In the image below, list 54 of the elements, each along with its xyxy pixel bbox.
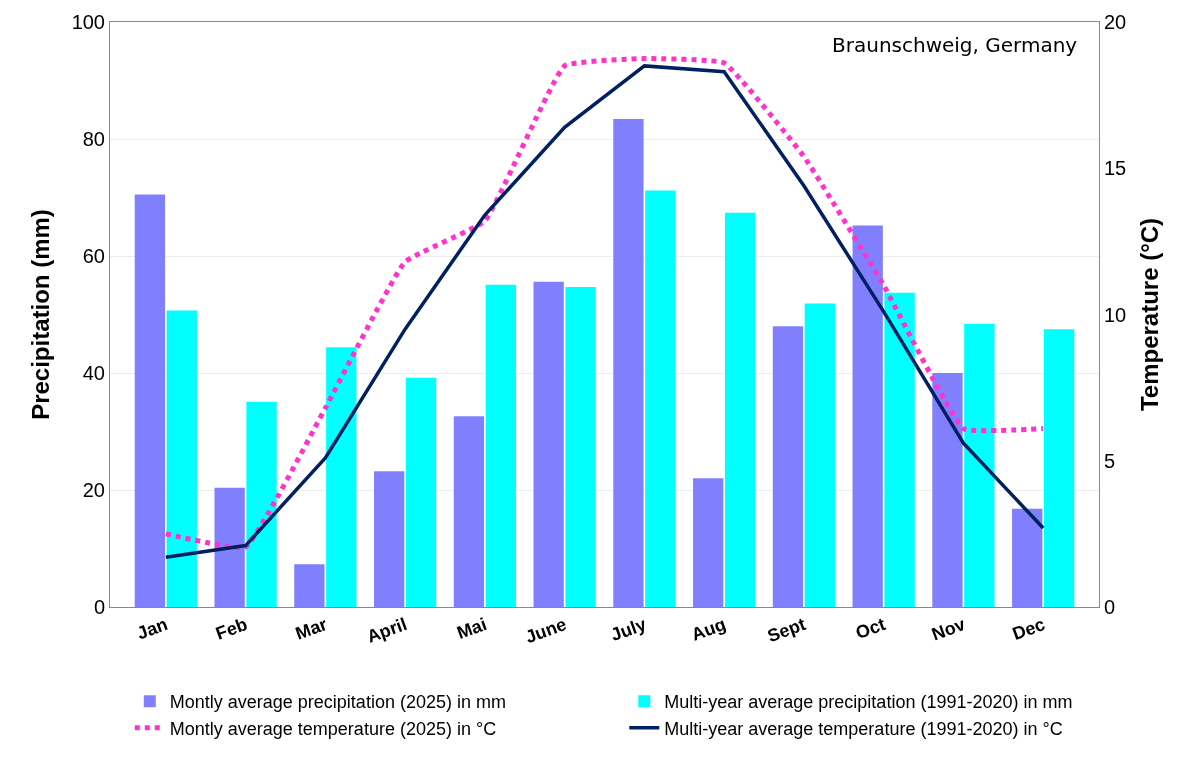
y-tick-label: 60 xyxy=(82,245,105,267)
y2-tick-label: 15 xyxy=(1104,157,1127,180)
bar xyxy=(214,487,245,607)
y-tick-label: 40 xyxy=(82,362,105,384)
bar xyxy=(374,471,405,607)
y2-tick-label: 10 xyxy=(1104,303,1127,326)
bar xyxy=(1043,329,1075,607)
y-tick-label: 100 xyxy=(71,11,105,33)
bar xyxy=(964,323,995,607)
y2-tick-label: 5 xyxy=(1104,449,1116,472)
y-tick-label: 80 xyxy=(82,128,105,150)
legend-label: Multi-year average precipitation (1991-2020) in mm xyxy=(664,692,1073,713)
x-tick-label: Mai xyxy=(454,614,490,644)
x-tick-label: Mar xyxy=(292,614,330,644)
x-tick-label: Feb xyxy=(213,614,251,644)
bar xyxy=(772,326,804,607)
y-tick-label: 0 xyxy=(93,596,105,618)
x-tick-label: Sept xyxy=(764,614,809,647)
x-tick-label: Dec xyxy=(1009,614,1048,645)
bar xyxy=(645,190,676,607)
bar xyxy=(693,478,724,607)
bar xyxy=(453,416,485,607)
x-tick-label: Aug xyxy=(688,614,729,645)
x-tick-label: Nov xyxy=(929,614,968,645)
bar xyxy=(1012,508,1043,607)
y-axis-title: Precipitation (mm) xyxy=(26,209,54,420)
bar xyxy=(804,303,835,607)
bar xyxy=(932,373,963,607)
bar xyxy=(852,225,883,607)
bar xyxy=(724,212,756,607)
y2-tick-label: 0 xyxy=(1104,596,1116,618)
bar xyxy=(405,377,437,607)
bar xyxy=(533,281,564,607)
annotation: Braunschweig, Germany xyxy=(832,33,1078,57)
x-tick-label: April xyxy=(364,614,410,647)
bar xyxy=(565,287,596,607)
x-tick-label: July xyxy=(608,614,649,646)
legend-label: Montly average temperature (2025) in °C xyxy=(169,718,497,739)
bar xyxy=(246,401,277,607)
x-tick-label: June xyxy=(522,614,570,648)
y2-axis-title: Temperature (°C) xyxy=(1135,217,1163,412)
y2-tick-label: 20 xyxy=(1104,11,1127,33)
bar xyxy=(134,194,166,607)
legend-label: Montly average precipitation (2025) in mm xyxy=(169,692,506,713)
x-tick-label: Jan xyxy=(134,614,171,644)
bar xyxy=(294,564,325,607)
x-tick-label: Oct xyxy=(853,614,889,644)
bar xyxy=(884,292,915,607)
bar xyxy=(326,347,357,607)
y-tick-label: 20 xyxy=(82,479,105,501)
bar xyxy=(485,284,516,607)
bar xyxy=(166,310,197,607)
legend-label: Multi-year average temperature (1991-2020) in °C xyxy=(664,718,1063,739)
bar xyxy=(613,119,644,607)
